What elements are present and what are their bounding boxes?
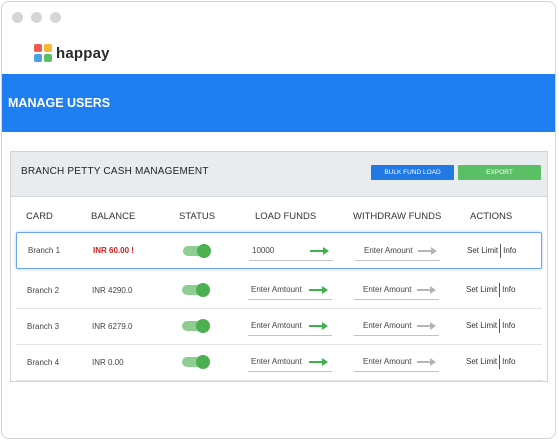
window-minimize-dot[interactable] (31, 12, 42, 23)
status-toggle[interactable] (182, 319, 210, 333)
withdraw-funds-input[interactable]: Enter Amount (355, 242, 440, 261)
load-funds-placeholder: Enter Amtount (251, 321, 302, 330)
status-toggle[interactable] (182, 283, 210, 297)
set-limit-link[interactable]: Set Limit (466, 357, 498, 367)
withdraw-funds-input[interactable]: Enter Amount (354, 353, 439, 372)
app-name: happay (56, 44, 110, 62)
card-name: Branch 3 (27, 321, 60, 331)
row-actions: Set Limit Info (466, 283, 515, 297)
actions-divider (499, 355, 501, 369)
info-link[interactable]: Info (502, 285, 516, 295)
arrow-right-green-icon[interactable] (310, 247, 330, 255)
column-header-withdraw-funds: WITHDRAW FUNDS (353, 211, 442, 222)
page-title: MANAGE USERS (8, 96, 111, 110)
panel-header: BRANCH PETTY CASH MANAGEMENT BULK FUND L… (11, 152, 547, 197)
withdraw-funds-input[interactable]: Enter Amount (354, 317, 439, 336)
status-toggle[interactable] (182, 355, 210, 369)
card-name: Branch 2 (27, 285, 60, 295)
balance-value: INR 0.00 (92, 357, 124, 367)
actions-divider (499, 283, 501, 297)
column-header-load-funds: LOAD FUNDS (255, 211, 317, 222)
load-funds-placeholder: Enter Amtount (251, 285, 302, 294)
withdraw-funds-placeholder: Enter Amount (363, 357, 412, 366)
balance-value: INR 4290.0 (92, 285, 133, 295)
withdraw-funds-placeholder: Enter Amount (364, 246, 413, 255)
table-row[interactable]: Branch 3 INR 6279.0 Enter Amtount Enter … (16, 308, 542, 345)
card-name: Branch 1 (28, 246, 61, 255)
row-actions: Set Limit Info (466, 355, 515, 369)
row-actions: Set Limit Info (467, 244, 516, 258)
arrow-right-gray-icon[interactable] (417, 286, 437, 294)
bulk-fund-load-button[interactable]: BULK FUND LOAD (371, 165, 454, 180)
happay-logo-icon (34, 44, 52, 62)
column-header-card: CARD (26, 211, 53, 222)
arrow-right-green-icon[interactable] (309, 286, 329, 294)
actions-divider (500, 244, 502, 258)
set-limit-link[interactable]: Set Limit (466, 285, 498, 295)
card-name: Branch 4 (27, 357, 60, 367)
load-funds-placeholder: Enter Amtount (251, 357, 302, 366)
export-button[interactable]: EXPORT (458, 165, 541, 180)
info-link[interactable]: Info (502, 321, 516, 331)
withdraw-funds-placeholder: Enter Amount (363, 321, 412, 330)
info-link[interactable]: Info (502, 357, 516, 367)
column-header-actions: ACTIONS (470, 211, 513, 222)
set-limit-link[interactable]: Set Limit (466, 321, 498, 331)
status-toggle[interactable] (183, 244, 211, 258)
withdraw-funds-input[interactable]: Enter Amount (354, 281, 439, 300)
info-link[interactable]: Info (503, 246, 517, 256)
window-titlebar (2, 2, 555, 34)
petty-cash-panel: BRANCH PETTY CASH MANAGEMENT BULK FUND L… (10, 151, 548, 382)
balance-value: INR 60.00 ! (93, 246, 134, 255)
page-header-banner: MANAGE USERS (2, 74, 555, 132)
load-funds-input[interactable]: Enter Amtount (248, 353, 332, 372)
window-close-dot[interactable] (12, 12, 23, 23)
column-header-status: STATUS (179, 211, 216, 222)
window-maximize-dot[interactable] (50, 12, 61, 23)
load-funds-input[interactable]: Enter Amtount (248, 281, 332, 300)
table-row[interactable]: Branch 2 INR 4290.0 Enter Amtount Enter … (16, 272, 542, 309)
arrow-right-green-icon[interactable] (309, 358, 329, 366)
row-actions: Set Limit Info (466, 319, 515, 333)
arrow-right-gray-icon[interactable] (418, 247, 438, 255)
arrow-right-green-icon[interactable] (309, 322, 329, 330)
table-row[interactable]: Branch 1 INR 60.00 ! 10000 Enter Amount … (16, 232, 542, 269)
set-limit-link[interactable]: Set Limit (467, 246, 499, 256)
arrow-right-gray-icon[interactable] (417, 322, 437, 330)
load-funds-value: 10000 (252, 246, 275, 255)
table-row[interactable]: Branch 4 INR 0.00 Enter Amtount Enter Am… (16, 344, 542, 381)
balance-value: INR 6279.0 (92, 321, 133, 331)
arrow-right-gray-icon[interactable] (417, 358, 437, 366)
app-logo[interactable]: happay (34, 44, 110, 62)
withdraw-funds-placeholder: Enter Amount (363, 285, 412, 294)
load-funds-input[interactable]: 10000 (249, 242, 333, 261)
load-funds-input[interactable]: Enter Amtount (248, 317, 332, 336)
column-header-balance: BALANCE (91, 211, 136, 222)
panel-title: BRANCH PETTY CASH MANAGEMENT (21, 166, 209, 177)
actions-divider (499, 319, 501, 333)
